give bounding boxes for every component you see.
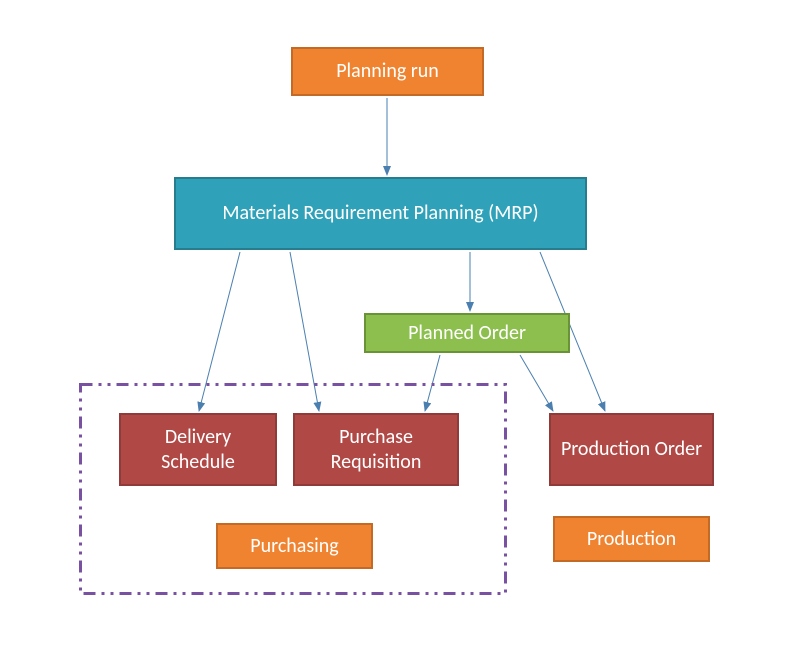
planning-run-label: Planning run <box>336 59 439 84</box>
production-label-node: Production <box>553 516 710 562</box>
planning-run-node: Planning run <box>291 47 484 96</box>
mrp-label: Materials Requirement Planning (MRP) <box>222 201 538 226</box>
purchasing-label: Purchasing <box>250 534 338 559</box>
production-order-node: Production Order <box>549 413 714 486</box>
purchase-requisition-label: Purchase Requisition <box>303 425 449 475</box>
production-order-label: Production Order <box>561 437 702 462</box>
delivery-schedule-label: Delivery Schedule <box>129 425 267 475</box>
planned-order-label: Planned Order <box>408 321 526 346</box>
purchasing-label-node: Purchasing <box>216 523 373 569</box>
production-label: Production <box>587 527 676 552</box>
delivery-schedule-node: Delivery Schedule <box>119 413 277 486</box>
purchase-requisition-node: Purchase Requisition <box>293 413 459 486</box>
mrp-node: Materials Requirement Planning (MRP) <box>174 177 587 250</box>
planned-order-node: Planned Order <box>364 313 570 353</box>
